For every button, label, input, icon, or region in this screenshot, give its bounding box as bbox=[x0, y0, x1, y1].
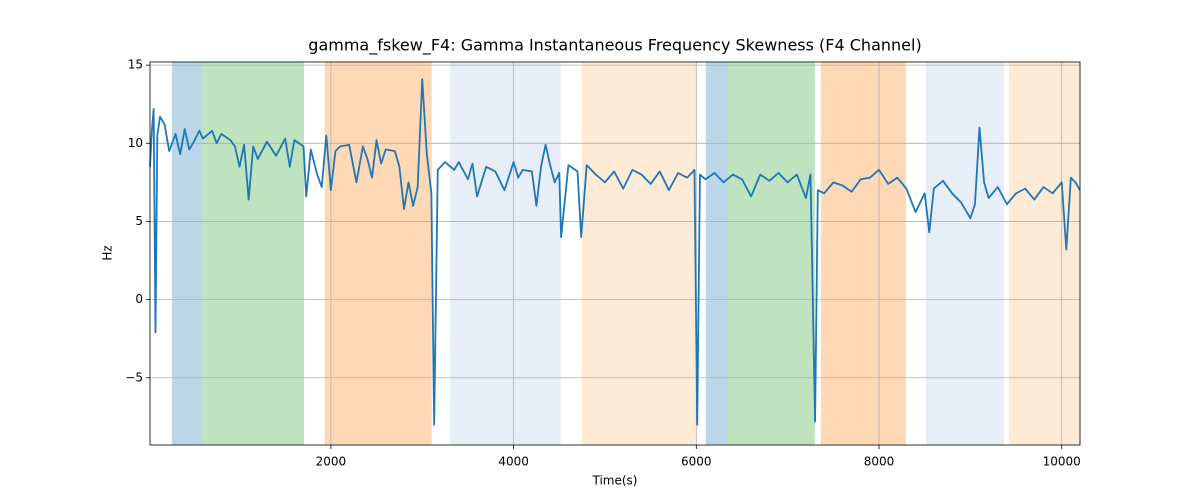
x-tick-label: 8000 bbox=[864, 455, 895, 469]
shaded-span bbox=[820, 62, 906, 445]
shaded-span bbox=[727, 62, 815, 445]
data-line bbox=[149, 78, 1081, 426]
y-tick-label: −5 bbox=[125, 370, 143, 384]
shaded-span bbox=[925, 62, 1004, 445]
shaded-span bbox=[171, 62, 202, 445]
x-tick-label: 6000 bbox=[681, 455, 712, 469]
y-tick-label: 10 bbox=[128, 136, 143, 150]
x-tick-label: 4000 bbox=[498, 455, 529, 469]
y-tick-label: 0 bbox=[135, 292, 143, 306]
y-axis-label: Hz bbox=[101, 245, 115, 260]
shaded-span bbox=[449, 62, 561, 445]
x-tick-label: 10000 bbox=[1043, 455, 1081, 469]
shaded-span bbox=[581, 62, 696, 445]
x-axis-label: Time(s) bbox=[592, 474, 638, 488]
y-tick-label: 15 bbox=[128, 58, 143, 72]
shaded-span bbox=[705, 62, 728, 445]
plot-frame bbox=[149, 61, 1081, 446]
y-tick-label: 5 bbox=[135, 214, 143, 228]
shaded-span bbox=[1008, 62, 1080, 445]
x-tick-label: 2000 bbox=[316, 455, 347, 469]
shaded-span bbox=[324, 62, 432, 445]
chart-title: gamma_fskew_F4: Gamma Instantaneous Freq… bbox=[308, 36, 921, 56]
shaded-span bbox=[201, 62, 304, 445]
